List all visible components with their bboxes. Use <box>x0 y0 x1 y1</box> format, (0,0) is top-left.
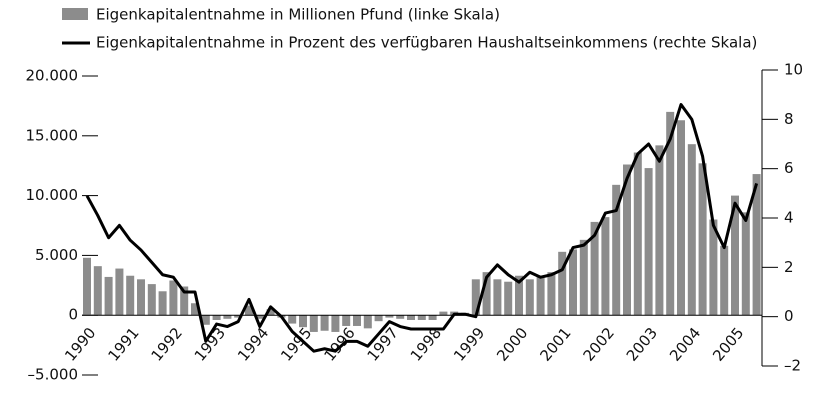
x-tick-label: 1993 <box>191 324 229 365</box>
x-tick-label: 1995 <box>277 324 315 365</box>
x-tick-label: 2003 <box>623 324 661 365</box>
bar <box>212 315 221 320</box>
x-tick-label: 1990 <box>61 324 99 365</box>
bar <box>439 311 448 316</box>
bar <box>579 239 588 316</box>
y2-tick-label: 10 <box>784 61 803 79</box>
x-tick-label: 2000 <box>493 324 531 365</box>
bar <box>677 120 685 316</box>
bar <box>536 275 545 316</box>
bar <box>93 266 102 316</box>
bar <box>709 219 718 316</box>
bar <box>396 315 405 319</box>
y-tick-label: 15.000 <box>26 126 79 144</box>
x-tick-label: 1994 <box>234 324 272 365</box>
bar <box>288 315 297 324</box>
bar <box>601 217 610 316</box>
legend-label: Eigenkapitalentnahme in Prozent des verf… <box>96 34 757 52</box>
bar <box>126 275 135 316</box>
bar <box>493 279 502 316</box>
bar <box>407 315 415 320</box>
bar <box>158 291 167 316</box>
y-tick-label: 5.000 <box>35 246 78 264</box>
bar <box>104 276 113 316</box>
bar <box>331 315 340 332</box>
x-tick-label: 2002 <box>580 324 618 365</box>
bar <box>309 315 318 332</box>
bar <box>525 279 534 316</box>
bar <box>201 315 210 325</box>
bar <box>385 315 394 318</box>
bar <box>720 245 729 316</box>
bar <box>115 268 124 316</box>
bar <box>191 303 199 316</box>
bar <box>180 286 189 316</box>
bar <box>147 284 156 316</box>
y-tick-label: 0 <box>68 306 78 324</box>
x-tick-label: 1999 <box>450 324 488 365</box>
y2-tick-label: 2 <box>784 258 794 276</box>
bar <box>698 163 707 316</box>
bar <box>558 251 567 316</box>
bar <box>752 174 761 316</box>
x-tick-label: 2005 <box>709 324 747 365</box>
legend-swatch-bar <box>62 8 88 20</box>
bar <box>569 249 577 316</box>
y-tick-label: –5.000 <box>28 366 78 384</box>
x-tick-label: 1992 <box>148 324 186 365</box>
bar <box>547 272 556 316</box>
bar <box>320 315 329 331</box>
bar <box>515 275 523 316</box>
bar <box>687 144 696 316</box>
bar <box>342 315 351 326</box>
bar <box>504 281 513 316</box>
bar <box>223 315 232 319</box>
bar <box>169 280 178 316</box>
x-tick-label: 2004 <box>666 324 704 365</box>
bar <box>666 111 675 316</box>
bar <box>655 145 664 316</box>
bar <box>590 221 599 316</box>
legend-label: Eigenkapitalentnahme in Millionen Pfund … <box>96 6 500 24</box>
bar <box>299 315 307 328</box>
line <box>85 103 759 353</box>
x-tick-label: 1991 <box>104 324 142 365</box>
bar <box>623 164 631 316</box>
y-tick-label: 20.000 <box>26 67 79 85</box>
bar <box>245 305 253 316</box>
y2-tick-label: 8 <box>784 110 794 128</box>
bar <box>83 257 91 316</box>
bar <box>417 315 426 320</box>
bar <box>471 279 480 316</box>
bar <box>731 195 739 316</box>
y2-tick-label: 0 <box>784 307 794 325</box>
bar <box>482 272 491 316</box>
bar <box>363 315 372 329</box>
bar <box>633 152 642 316</box>
y-tick-label: 10.000 <box>26 186 79 204</box>
x-tick-label: 2001 <box>536 324 574 365</box>
bar <box>255 315 264 319</box>
y2-tick-label: 6 <box>784 159 794 177</box>
bar <box>428 315 437 320</box>
bar <box>137 279 145 316</box>
y2-tick-label: 4 <box>784 209 794 227</box>
bar <box>612 184 621 316</box>
bar <box>374 315 383 322</box>
bar <box>234 315 243 318</box>
bar <box>266 309 275 316</box>
bar <box>353 315 361 326</box>
y2-tick-label: –2 <box>784 357 801 375</box>
bar <box>741 212 750 316</box>
bar <box>644 168 653 316</box>
